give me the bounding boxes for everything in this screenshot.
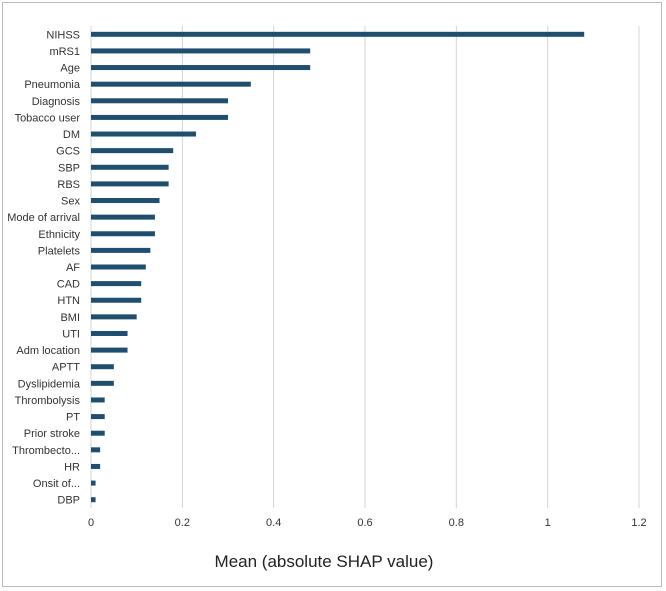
bar-pneumonia: [91, 81, 251, 87]
bar-age: [91, 65, 311, 71]
x-tick-label: 0.6: [357, 517, 372, 529]
bar-thrombecto: [91, 447, 101, 453]
category-label: CAD: [57, 279, 80, 291]
x-axis-title: Mean (absolute SHAP value): [215, 552, 434, 571]
x-tick-label: 0.4: [266, 517, 281, 529]
bar-dm: [91, 131, 197, 137]
category-label: HR: [64, 461, 80, 473]
bar-gcs: [91, 148, 174, 154]
category-label: APTT: [52, 362, 80, 374]
category-label: Pneumonia: [24, 79, 81, 91]
x-tick-label: 0.2: [175, 517, 190, 529]
bar-rbs: [91, 181, 169, 187]
category-label: DM: [63, 129, 80, 141]
bar-ethnicity: [91, 231, 155, 237]
bar-sex: [91, 198, 160, 204]
bar-adm-location: [91, 347, 128, 353]
bar-nihss: [91, 31, 585, 37]
category-label: mRS1: [49, 46, 80, 58]
bar-pt: [91, 414, 105, 420]
bar-platelets: [91, 247, 151, 253]
category-label: Ethnicity: [38, 229, 80, 241]
category-label: Onsit of...: [33, 478, 80, 490]
category-label: Sex: [61, 196, 80, 208]
category-label: Tobacco user: [15, 112, 81, 124]
x-tick-label: 0.8: [449, 517, 464, 529]
bar-aptt: [91, 364, 114, 370]
category-label: SBP: [58, 162, 80, 174]
category-label: RBS: [57, 179, 80, 191]
x-tick-label: 0: [88, 517, 94, 529]
gridlines: [90, 26, 640, 508]
bar-bmi: [91, 314, 137, 320]
bar-mrs1: [91, 48, 311, 54]
bar-uti: [91, 330, 128, 336]
category-label: UTI: [62, 328, 80, 340]
category-labels: NIHSS mRS1 Age Pneumonia Diagnosis Tobacco us…: [7, 29, 81, 506]
category-label: NIHSS: [46, 29, 80, 41]
category-label: Diagnosis: [32, 96, 81, 108]
bar-onsit-of: [91, 480, 96, 486]
category-label: GCS: [56, 146, 80, 158]
category-label: BMI: [60, 312, 80, 324]
bar-prior-stroke: [91, 430, 105, 436]
x-tick-label: 1.2: [631, 517, 646, 529]
bars: [91, 31, 585, 503]
bar-mode-of-arrival: [91, 214, 155, 220]
bar-thrombolysis: [91, 397, 105, 403]
category-label: Age: [60, 63, 80, 75]
category-label: Mode of arrival: [7, 212, 80, 224]
category-label: Adm location: [16, 345, 80, 357]
category-label: Thrombolysis: [15, 395, 81, 407]
category-label: Thrombecto...: [12, 445, 80, 457]
bar-af: [91, 264, 146, 270]
category-label: DBP: [57, 495, 80, 507]
bar-tobacco-user: [91, 114, 228, 120]
category-label: Platelets: [38, 245, 81, 257]
bar-diagnosis: [91, 98, 228, 104]
bar-dbp: [91, 497, 96, 503]
category-label: HTN: [57, 295, 80, 307]
bar-cad: [91, 281, 142, 287]
tick-labels: 0 0.2 0.4 0.6 0.8 1 1.2: [88, 517, 647, 529]
bar-hr: [91, 463, 101, 469]
category-label: Dyslipidemia: [18, 378, 81, 390]
category-label: AF: [66, 262, 80, 274]
bar-dyslipidemia: [91, 380, 114, 386]
bar-htn: [91, 297, 142, 303]
bar-sbp: [91, 164, 169, 170]
category-label: Prior stroke: [24, 428, 80, 440]
category-label: PT: [66, 412, 80, 424]
x-tick-label: 1: [545, 517, 551, 529]
